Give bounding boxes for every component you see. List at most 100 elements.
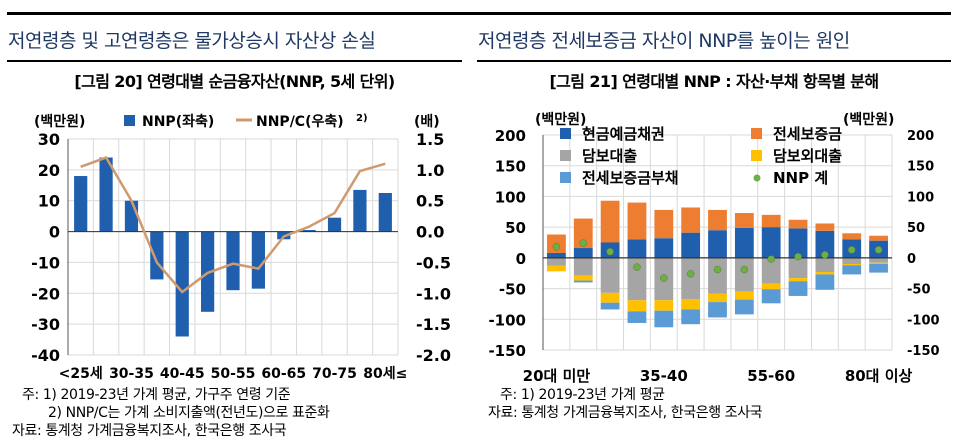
stacked-bar-segment [788,278,808,282]
right-note-1: 주: 1) 2019-23년 가계 평균 [500,387,665,403]
legend-swatch [751,150,762,161]
y-tick-left: 50 [505,219,526,237]
stacked-bar-segment [869,257,888,263]
y-tick-right: -1.5 [416,315,451,334]
stacked-bar-segment [681,299,701,310]
y-tick-right: -150 [907,344,940,359]
y-axis-left-unit: (백만원) [34,114,85,130]
legend-swatch [560,150,571,161]
stacked-bar-segment [681,257,701,300]
x-tick-label: 80세≤ [363,366,407,382]
y-tick-left: -30 [31,315,60,334]
y-tick-right: -1.0 [416,284,451,303]
stacked-bar-segment [681,207,701,233]
legend-swatch [751,128,762,139]
nnp-total-dot [794,252,802,261]
nnp-bar [302,230,316,232]
legend-swatch-nnp-total [753,174,761,182]
nnp-bar [124,200,139,232]
nnp-bar [99,157,113,232]
stacked-bar-segment [708,209,727,231]
stacked-bar-segment [627,311,647,323]
stacked-bar-segment [788,219,808,229]
y-tick-right: 0 [907,252,916,267]
stacked-bar-segment [708,293,727,303]
stacked-bar-segment [788,281,808,296]
stacked-bar-segment [869,262,888,264]
y-axis-left-unit: (백만원) [535,112,586,128]
stacked-bar-segment [815,223,835,231]
y-tick-left: 150 [495,158,526,176]
stacked-bar-segment [761,257,781,284]
x-tick-label: <25세 [59,366,103,382]
stacked-bar-segment [708,230,727,258]
stacked-bar-segment [627,257,647,301]
right-source: 자료: 통계청 가계금융복지조사, 한국은행 조사국 [488,405,763,421]
legend-label: NNP 계 [773,169,828,187]
nnp-bar [251,231,265,289]
stacked-bar-segment [734,291,754,300]
stacked-bar-segment [573,280,593,283]
right-divider [477,60,951,62]
nnp-total-dot [847,246,856,254]
nnp-bar [226,231,240,291]
y-tick-left: 100 [495,188,526,206]
y-tick-left: 30 [38,130,60,149]
stacked-bar-segment [681,232,701,258]
stacked-bar-segment [573,257,593,276]
y-tick-left: -20 [31,284,60,303]
nnp-total-dot [606,247,614,256]
left-note-2: 2) NNP/C는 가계 소비지출액(전년도)으로 표준화 [48,405,330,421]
nnp-bar [175,231,189,337]
stacked-bar-segment [788,257,808,279]
stacked-bar-segment [734,227,754,258]
stacked-bar-segment [627,300,647,312]
nnp-total-dot [686,270,695,278]
y-tick-right: 0.5 [416,192,444,211]
stacked-bar-segment [600,257,620,293]
stacked-bar-segment [573,275,593,281]
legend-swatch [560,128,571,139]
x-tick-label: 50-55 [211,366,256,382]
x-tick-label: 35-40 [640,367,688,385]
nnp-bar [353,189,367,232]
stacked-bar-segment [654,300,674,311]
y-tick-left: -50 [499,281,526,299]
nnp-bar [74,176,88,232]
left-note-1: 주: 1) 2019-23년 가계 평균, 가구주 연령 기준 [22,387,291,403]
stacked-bar-segment [627,239,647,258]
legend-nnp-swatch [124,115,135,126]
top-rule [7,12,951,15]
stacked-bar-segment [734,213,754,228]
stacked-bar-segment [815,274,835,290]
stacked-bar-segment [842,233,862,240]
figure-20-title: [그림 20] 연령대별 순금융자산(NNP, 5세 단위) [74,72,395,91]
stacked-bar-segment [600,200,620,243]
legend-label: 담보외대출 [773,147,842,165]
stacked-bar-segment [654,238,674,258]
x-tick-label: 20대 미만 [523,367,591,385]
y-tick-right: 200 [907,129,934,144]
stacked-bar-segment [788,228,808,258]
y-tick-right: -2.0 [416,346,451,365]
y-tick-right: -100 [907,313,940,328]
stacked-bar-segment [761,289,781,304]
nnp-bar [150,231,164,280]
stacked-bar-segment [627,202,647,240]
nnp-c-line [80,155,386,294]
legend-swatch [560,172,571,183]
stacked-bar-segment [842,257,862,264]
x-tick-label: 70-75 [312,366,357,382]
y-axis-right-unit: (배) [414,114,440,130]
y-tick-right: 50 [907,221,925,236]
nnp-total-dot [874,246,883,254]
y-tick-left: 0 [49,223,60,242]
stacked-bar-segment [654,209,674,239]
nnp-total-dot [579,239,588,247]
legend-nnp-c-label: NNP/C(우축) [256,114,344,130]
nnp-total-dot [740,265,749,274]
nnp-bar [327,217,342,232]
left-headline: 저연령층 및 고연령층은 물가상승시 자산상 손실 [8,30,376,52]
stacked-bar-segment [815,271,835,275]
nnp-total-dot [552,243,561,251]
